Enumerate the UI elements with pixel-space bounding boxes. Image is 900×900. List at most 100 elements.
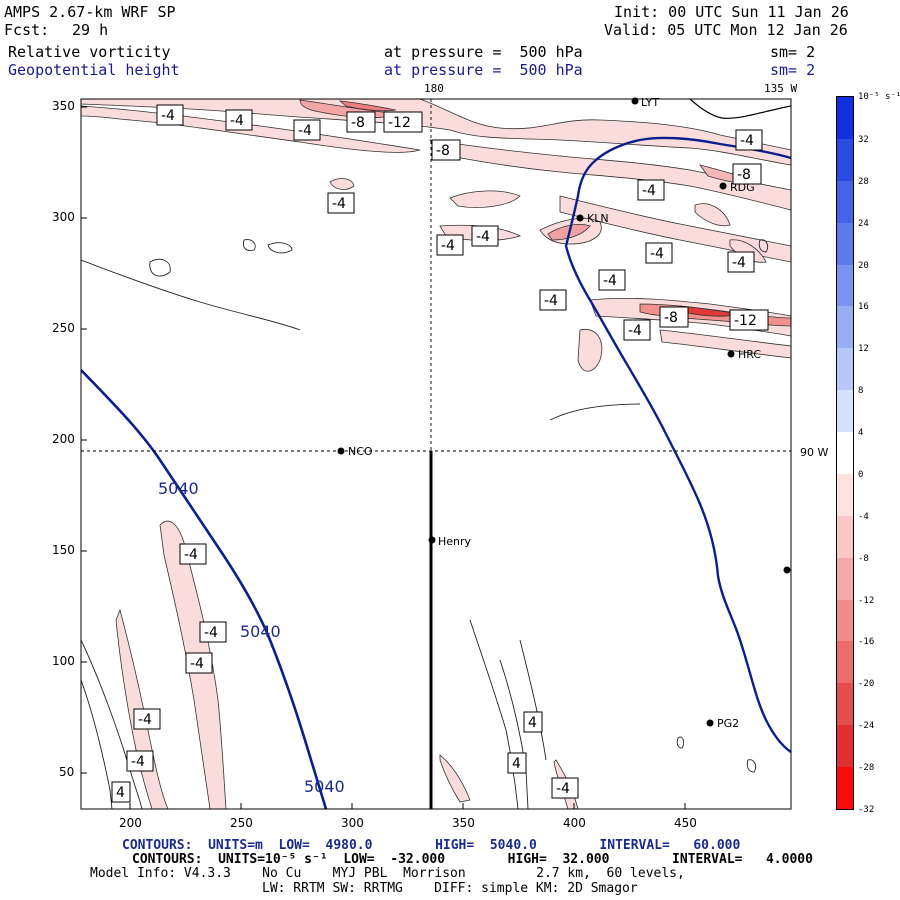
svg-text:-12: -12 — [388, 115, 411, 131]
meridian-135w-label: 135 W — [764, 82, 798, 95]
svg-text:-4: -4 — [544, 293, 558, 309]
footer-model-info: Model Info: V4.3.3 No Cu MYJ PBL Morriso… — [90, 866, 685, 881]
colorbar-segment — [837, 683, 853, 726]
svg-text:4: 4 — [512, 756, 521, 772]
station-hrc: HRC — [738, 348, 761, 361]
y-tick-150: 150 — [52, 543, 75, 557]
colorbar-segment — [837, 348, 853, 391]
svg-text:-4: -4 — [184, 547, 198, 563]
svg-text:4: 4 — [528, 715, 537, 731]
svg-text:-4: -4 — [628, 323, 642, 339]
svg-text:-4: -4 — [298, 123, 312, 139]
field1-name: Relative vorticity — [8, 43, 171, 61]
y-tick-100: 100 — [52, 654, 75, 668]
meridian-180-label: 180 — [424, 82, 444, 95]
y-tick-200: 200 — [52, 432, 75, 446]
colorbar-segment — [837, 306, 853, 349]
colorbar-segment — [837, 473, 853, 516]
colorbar-label: 8 — [858, 386, 864, 397]
colorbar-segment — [837, 515, 853, 558]
colorbar-label: 0 — [858, 469, 864, 480]
colorbar-units: 10⁻⁵ s⁻¹ — [858, 92, 900, 102]
height-label-3: 5040 — [304, 777, 345, 796]
svg-text:-8: -8 — [351, 115, 365, 131]
station-pg2: PG2 — [717, 717, 739, 730]
height-label-1: 5040 — [158, 479, 199, 498]
model-title: AMPS 2.67-km WRF SP — [4, 3, 176, 21]
x-tick-400: 400 — [563, 816, 586, 830]
svg-text:-4: -4 — [190, 656, 204, 672]
colorbar — [836, 96, 854, 810]
svg-text:-4: -4 — [204, 625, 218, 641]
colorbar-label: -8 — [858, 553, 869, 564]
svg-text:-4: -4 — [740, 133, 754, 149]
colorbar-label: 16 — [858, 302, 869, 313]
x-tick-450: 450 — [674, 816, 697, 830]
station-nco: NCO — [348, 445, 373, 458]
svg-text:-4: -4 — [732, 255, 746, 271]
y-tick-250: 250 — [52, 321, 75, 335]
y-tick-300: 300 — [52, 210, 75, 224]
colorbar-label: 24 — [858, 218, 869, 229]
y-tick-350: 350 — [52, 99, 75, 113]
station-henry: Henry — [438, 535, 472, 548]
colorbar-segment — [837, 264, 853, 307]
colorbar-segment — [837, 641, 853, 684]
colorbar-segment — [837, 97, 853, 139]
colorbar-segment — [837, 767, 853, 809]
colorbar-segment — [837, 180, 853, 223]
svg-text:-4: -4 — [441, 238, 455, 254]
colorbar-label: -12 — [858, 595, 875, 606]
svg-text:-4: -4 — [161, 108, 175, 124]
svg-text:-4: -4 — [332, 196, 346, 212]
colorbar-label: 28 — [858, 176, 869, 187]
station-dots — [337, 97, 791, 727]
svg-text:-8: -8 — [664, 310, 678, 326]
colorbar-label: 32 — [858, 134, 869, 145]
colorbar-label: -28 — [858, 763, 875, 774]
colorbar-label: -16 — [858, 637, 875, 648]
colorbar-segment — [837, 599, 853, 642]
forecast-hour: 29 h — [72, 21, 109, 39]
colorbar-label: -20 — [858, 679, 875, 690]
colorbar-segment — [837, 138, 853, 181]
footer-model-info-2: LW: RRTM SW: RRTMG DIFF: simple KM: 2D S… — [262, 881, 638, 896]
x-tick-200: 200 — [119, 816, 142, 830]
x-tick-350: 350 — [452, 816, 475, 830]
x-tick-300: 300 — [341, 816, 364, 830]
colorbar-segment — [837, 557, 853, 600]
svg-text:-4: -4 — [230, 113, 244, 129]
svg-text:-8: -8 — [436, 143, 450, 159]
svg-text:-4: -4 — [603, 273, 617, 289]
valid-time: Valid: 05 UTC Mon 12 Jan 26 — [604, 21, 848, 39]
footer-contours-vorticity: CONTOURS: UNITS=10⁻⁵ s⁻¹ LOW= -32.000 HI… — [132, 852, 813, 867]
svg-text:-4: -4 — [476, 229, 490, 245]
colorbar-label: -4 — [858, 511, 869, 522]
x-tick-250: 250 — [230, 816, 253, 830]
forecast-label: Fcst: — [4, 21, 50, 39]
init-time: Init: 00 UTC Sun 11 Jan 26 — [614, 3, 849, 21]
station-lyt: LYT — [641, 96, 659, 109]
colorbar-segment — [837, 432, 853, 474]
height-contour-5040 — [81, 369, 328, 809]
colorbar-segment — [837, 725, 853, 767]
colorbar-label: -32 — [858, 805, 875, 815]
field1-smoothing: sm= 2 — [770, 43, 816, 61]
colorbar-label: 12 — [858, 344, 869, 355]
field2-smoothing: sm= 2 — [770, 61, 816, 79]
colorbar-label: 20 — [858, 260, 869, 271]
colorbar-segment — [837, 222, 853, 265]
y-tick-50: 50 — [59, 765, 75, 779]
colorbar-label: 4 — [858, 428, 864, 439]
colorbar-label: -24 — [858, 721, 875, 732]
vorticity-labels: -4 -4 -4 -8 -12 -8 -4 -4 -4 -8 -4 -4 -4 … — [111, 104, 769, 803]
svg-text:-4: -4 — [138, 712, 152, 728]
svg-text:-4: -4 — [642, 183, 656, 199]
coastline — [564, 136, 791, 753]
svg-text:-12: -12 — [734, 313, 757, 329]
colorbar-segment — [837, 390, 853, 432]
field2-level: at pressure = 500 hPa — [384, 61, 583, 79]
field1-level: at pressure = 500 hPa — [384, 43, 583, 61]
meridian-90w-label: 90 W — [800, 446, 828, 459]
